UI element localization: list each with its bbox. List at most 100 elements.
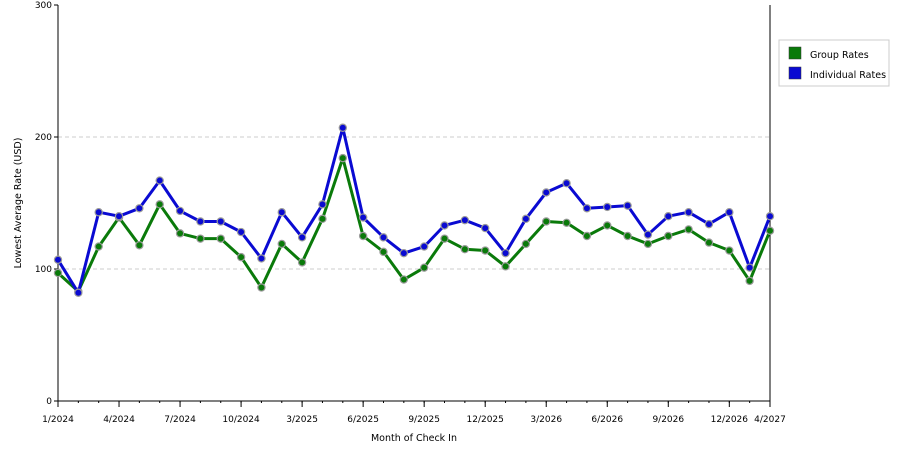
- data-point: [623, 231, 632, 241]
- data-point: [155, 200, 164, 209]
- y-tick-label: 100: [35, 265, 52, 275]
- data-point: [460, 244, 470, 254]
- x-tick-label: 1/2024: [42, 415, 74, 425]
- data-point: [643, 230, 653, 239]
- axes: [54, 4, 771, 407]
- data-point: [704, 219, 714, 229]
- data-point: [481, 246, 490, 255]
- data-point: [236, 252, 246, 262]
- data-point: [175, 206, 185, 216]
- y-tick-label: 300: [35, 1, 52, 11]
- data-point: [175, 229, 185, 238]
- data-point: [623, 201, 632, 210]
- data-point: [399, 248, 409, 258]
- data-point: [257, 283, 266, 292]
- data-point: [501, 248, 510, 258]
- x-tick-label: 12/2026: [711, 415, 749, 425]
- data-point: [440, 234, 449, 243]
- y-tick-label: 0: [46, 397, 52, 407]
- data-point: [419, 263, 429, 272]
- data-point: [603, 202, 612, 212]
- y-axis-title: Lowest Average Rate (USD): [13, 138, 24, 269]
- data-point: [542, 217, 551, 226]
- data-point: [53, 268, 63, 278]
- data-point: [277, 208, 286, 217]
- data-point: [582, 204, 592, 213]
- data-point: [216, 234, 225, 243]
- legend-label-individual-rates: Individual Rates: [810, 70, 886, 81]
- data-point: [318, 214, 327, 224]
- data-point: [765, 226, 775, 235]
- data-point: [358, 213, 368, 222]
- data-point: [481, 223, 490, 233]
- data-point: [114, 211, 124, 221]
- x-tick-label: 6/2026: [591, 415, 623, 425]
- x-axis-title: Month of Check In: [371, 433, 457, 444]
- x-tick-label: 4/2024: [103, 415, 135, 425]
- data-point: [704, 238, 714, 247]
- data-point: [94, 208, 103, 217]
- series-lines: [53, 123, 775, 297]
- data-point: [257, 254, 266, 263]
- data-point: [236, 227, 246, 237]
- data-point: [135, 241, 144, 250]
- x-tick-label: 9/2026: [652, 415, 684, 425]
- data-point: [196, 217, 205, 226]
- data-point: [216, 217, 225, 226]
- data-point: [419, 242, 429, 251]
- data-point: [379, 233, 388, 242]
- data-point: [542, 188, 551, 197]
- series-line-1: [56, 126, 772, 295]
- y-tick-label: 200: [35, 133, 52, 143]
- x-tick-label: 10/2024: [222, 415, 260, 425]
- x-tick-label: 12/2025: [467, 415, 504, 425]
- data-point: [521, 239, 531, 249]
- series-line-0: [56, 156, 772, 293]
- data-point: [582, 231, 592, 241]
- x-tick-label: 3/2026: [530, 415, 562, 425]
- axis-labels: 0 100 200 300 1/2024 4/2024 7/2024 10/2024 3/202…: [35, 1, 786, 425]
- data-point: [277, 239, 286, 249]
- data-point: [603, 221, 612, 230]
- data-point: [297, 233, 307, 242]
- x-tick-label: 7/2024: [164, 415, 196, 425]
- data-point: [135, 204, 144, 213]
- data-point: [460, 215, 470, 225]
- data-point: [74, 288, 83, 297]
- x-tick-label: 4/2027: [754, 415, 786, 425]
- data-point: [155, 176, 164, 185]
- data-point: [745, 263, 754, 272]
- x-tick-label: 6/2025: [347, 415, 379, 425]
- legend-label-group-rates: Group Rates: [810, 50, 869, 61]
- data-point: [358, 231, 368, 241]
- legend-swatch-group-rates: [788, 46, 802, 60]
- data-point: [725, 208, 734, 217]
- data-point: [379, 247, 388, 257]
- x-tick-label: 9/2025: [408, 415, 440, 425]
- data-point: [684, 208, 693, 217]
- data-point: [664, 211, 673, 221]
- data-point: [562, 218, 571, 227]
- data-point: [643, 239, 653, 249]
- data-point: [440, 221, 449, 230]
- data-point: [501, 262, 510, 271]
- data-point: [399, 275, 409, 284]
- data-point: [94, 242, 103, 251]
- legend-swatch-individual-rates: [788, 66, 802, 80]
- data-point: [664, 231, 673, 241]
- data-point: [297, 258, 307, 267]
- data-point: [521, 214, 531, 224]
- data-point: [53, 255, 63, 264]
- x-tick-label: 3/2025: [286, 415, 318, 425]
- data-point: [725, 246, 734, 255]
- data-point: [196, 234, 205, 243]
- data-point: [338, 123, 347, 132]
- data-point: [684, 225, 693, 234]
- data-point: [765, 211, 775, 221]
- data-point: [745, 276, 754, 286]
- data-point: [338, 153, 347, 163]
- data-point: [562, 178, 571, 188]
- data-point: [318, 200, 327, 209]
